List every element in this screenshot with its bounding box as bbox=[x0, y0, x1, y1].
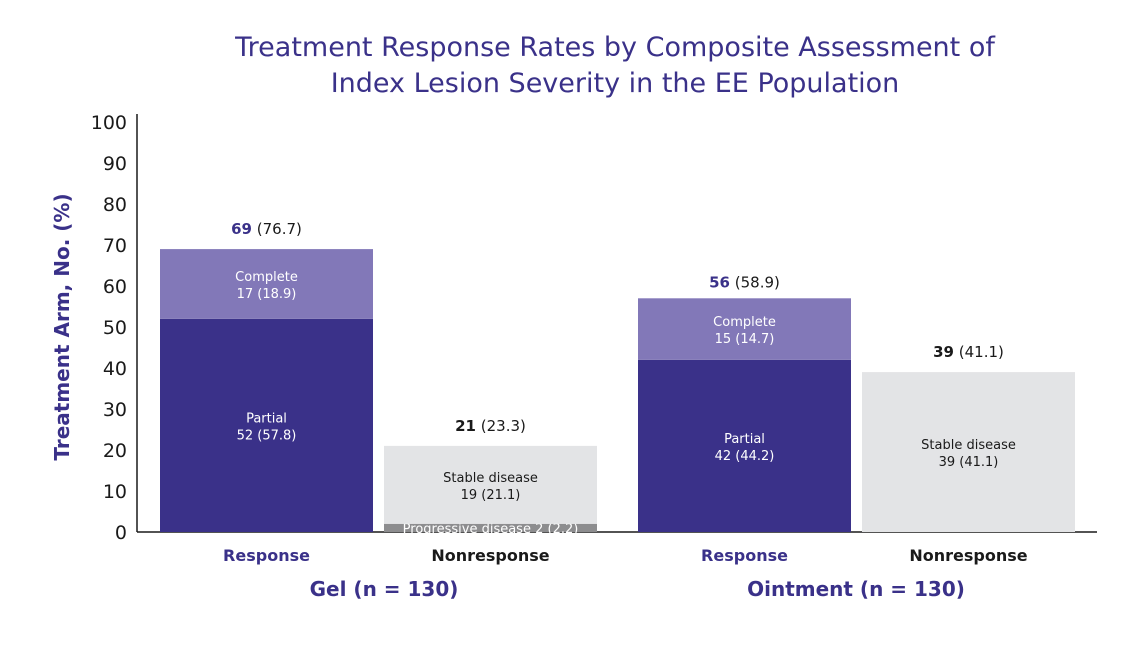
y-tick-label: 20 bbox=[103, 440, 127, 462]
segment-value-stable: 19 (21.1) bbox=[461, 488, 521, 503]
bar-total-count: 21 bbox=[455, 417, 476, 435]
bar-total-percent: (76.7) bbox=[252, 220, 302, 238]
y-tick-label: 0 bbox=[115, 522, 127, 544]
chart-title-line-1: Treatment Response Rates by Composite As… bbox=[235, 32, 995, 63]
y-tick-label: 70 bbox=[103, 235, 127, 257]
bar-segment-stable bbox=[384, 445, 597, 524]
bar-segment-partial bbox=[160, 318, 373, 532]
bar-segment-stable bbox=[862, 372, 1075, 532]
bar-total-count: 69 bbox=[231, 220, 252, 238]
y-tick-label: 100 bbox=[91, 112, 127, 134]
bar-total-count: 56 bbox=[709, 273, 730, 291]
bar-total-label: 56 (58.9) bbox=[709, 273, 780, 291]
bar-segment-complete bbox=[638, 298, 851, 360]
segment-label-complete: Complete bbox=[235, 270, 298, 285]
y-tick-label: 80 bbox=[103, 194, 127, 216]
bar-segment-complete bbox=[160, 249, 373, 319]
group-label: Ointment (n = 130) bbox=[747, 577, 965, 601]
chart-title: Treatment Response Rates by Composite As… bbox=[160, 30, 1070, 102]
y-tick-label: 40 bbox=[103, 358, 127, 380]
segment-label-stable: Stable disease bbox=[921, 438, 1016, 453]
y-tick-label: 50 bbox=[103, 317, 127, 339]
group-label: Gel (n = 130) bbox=[310, 577, 459, 601]
segment-label-stable: Stable disease bbox=[443, 471, 538, 486]
segment-value-complete: 17 (18.9) bbox=[237, 287, 297, 302]
category-label: Response bbox=[701, 546, 788, 565]
bar-segment-progressive bbox=[384, 523, 597, 532]
segment-label-partial: Partial bbox=[246, 411, 287, 426]
category-label: Response bbox=[223, 546, 310, 565]
bar-segment-partial bbox=[638, 359, 851, 532]
bar-total-percent: (23.3) bbox=[476, 417, 526, 435]
segment-value-partial: 42 (44.2) bbox=[715, 449, 775, 464]
segment-value-partial: 52 (57.8) bbox=[237, 428, 297, 443]
chart-title-line-2: Index Lesion Severity in the EE Populati… bbox=[330, 68, 900, 99]
y-axis-label: Treatment Arm, No. (%) bbox=[50, 193, 74, 460]
segment-value-complete: 15 (14.7) bbox=[715, 332, 775, 347]
segment-value-stable: 39 (41.1) bbox=[939, 455, 999, 470]
segment-label-partial: Partial bbox=[724, 432, 765, 447]
bar-total-percent: (41.1) bbox=[954, 343, 1004, 361]
bar-total-label: 39 (41.1) bbox=[933, 343, 1004, 361]
y-tick-label: 30 bbox=[103, 399, 127, 421]
segment-label-complete: Complete bbox=[713, 315, 776, 330]
y-tick-label: 90 bbox=[103, 153, 127, 175]
bar-total-count: 39 bbox=[933, 343, 954, 361]
category-label: Nonresponse bbox=[431, 546, 549, 565]
segment-label-progressive: Progressive disease 2 (2.2) bbox=[403, 522, 579, 537]
bar-total-label: 21 (23.3) bbox=[455, 417, 526, 435]
category-label: Nonresponse bbox=[909, 546, 1027, 565]
y-tick-label: 10 bbox=[103, 481, 127, 503]
bar-total-percent: (58.9) bbox=[730, 273, 780, 291]
y-tick-label: 60 bbox=[103, 276, 127, 298]
bar-total-label: 69 (76.7) bbox=[231, 220, 302, 238]
